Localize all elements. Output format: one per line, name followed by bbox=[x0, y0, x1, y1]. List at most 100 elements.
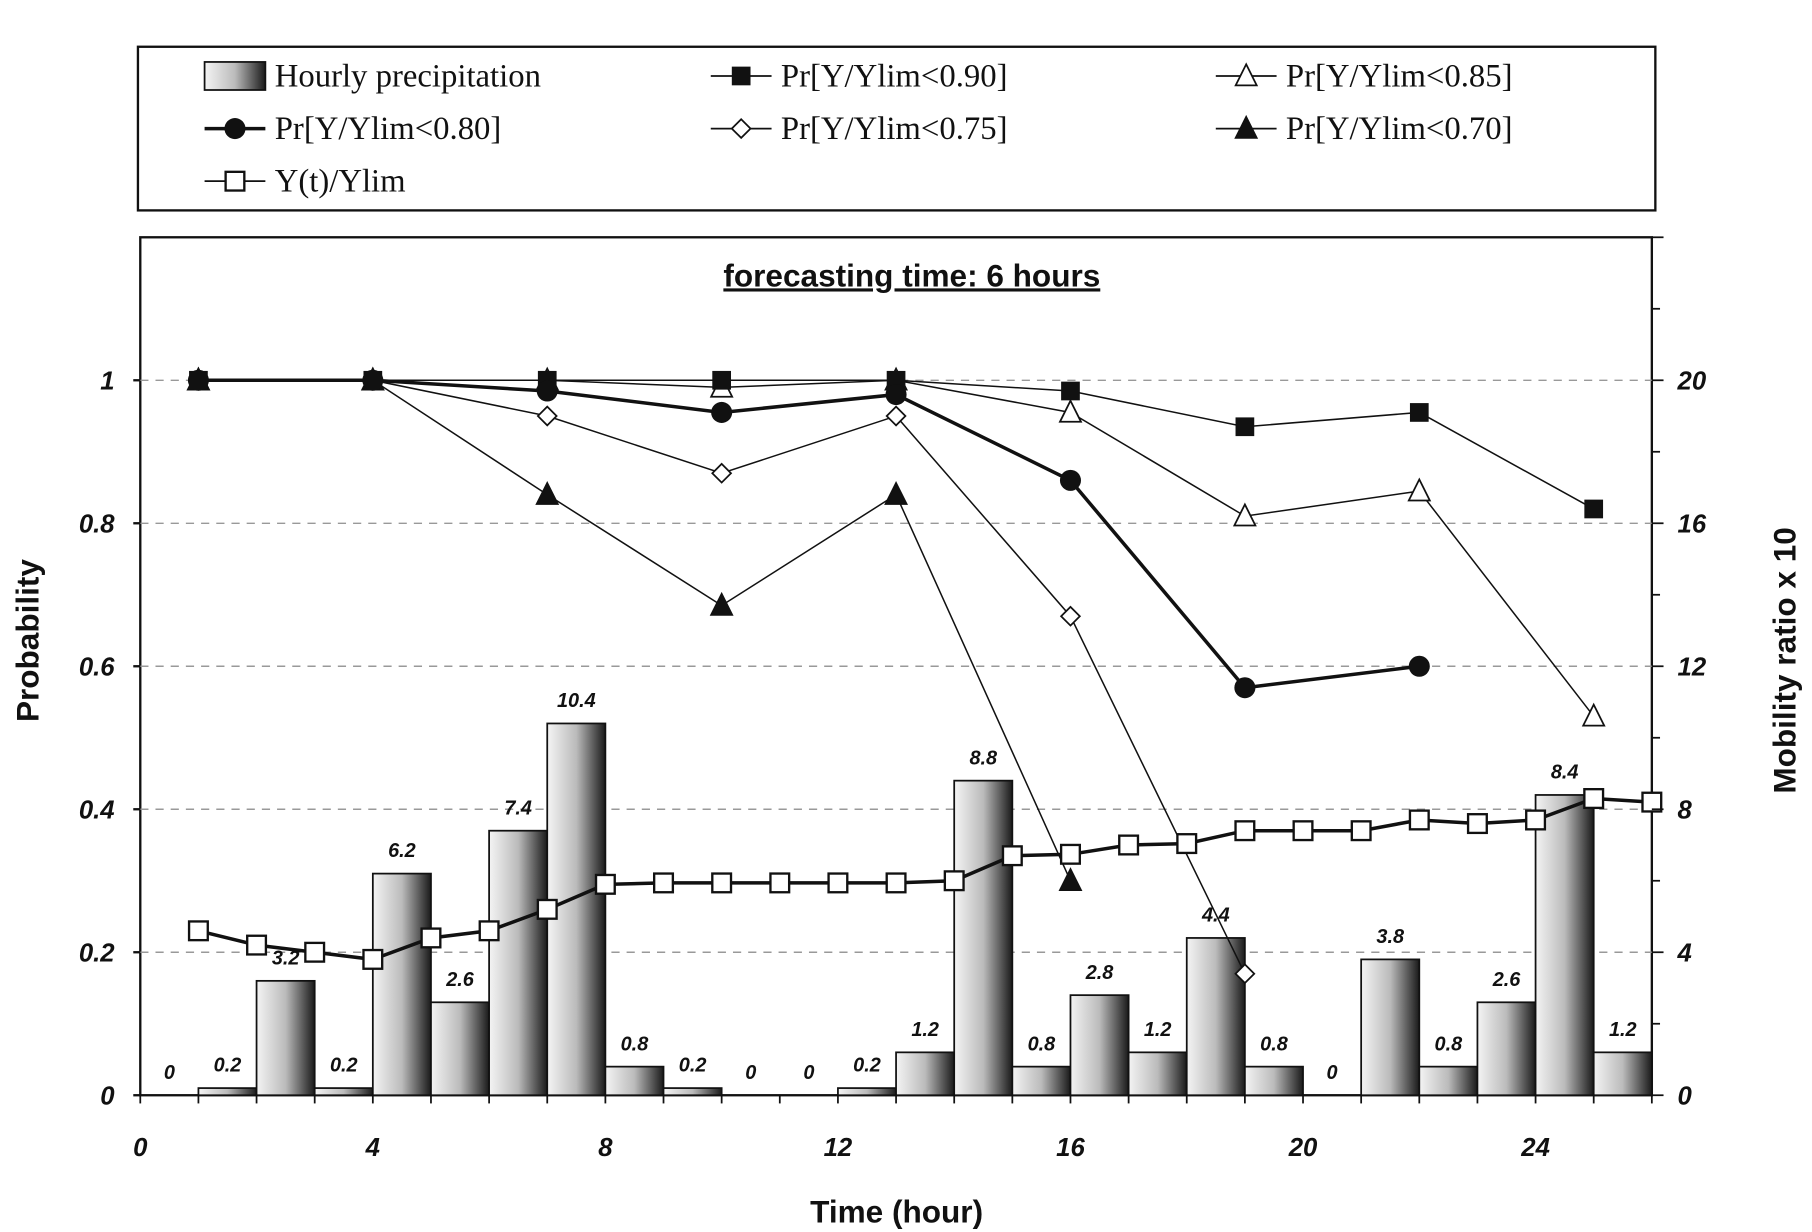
precipitation-bar bbox=[1476, 1001, 1537, 1097]
legend-entry: Pr[Y/Ylim<0.75] bbox=[781, 111, 1008, 147]
legend-marker bbox=[1234, 62, 1259, 87]
precipitation-bar bbox=[255, 979, 316, 1097]
precipitation-bar bbox=[662, 1087, 723, 1097]
legend-marker bbox=[1234, 114, 1259, 139]
legend-marker bbox=[731, 66, 751, 86]
data-point bbox=[420, 927, 442, 949]
precipitation-bar bbox=[430, 1001, 490, 1097]
x-tick-label: 8 bbox=[598, 1134, 613, 1162]
bar-data-label: 0 bbox=[1327, 1062, 1338, 1084]
data-point bbox=[1292, 820, 1314, 842]
precipitation-bar bbox=[1592, 1051, 1653, 1097]
data-point bbox=[712, 370, 732, 390]
data-point bbox=[1234, 963, 1256, 985]
data-point bbox=[536, 380, 558, 402]
data-point bbox=[827, 872, 849, 894]
bar-data-label: 0 bbox=[803, 1062, 814, 1084]
bar-data-label: 1.2 bbox=[911, 1019, 939, 1041]
data-point bbox=[1058, 398, 1083, 423]
bar-data-label: 8.4 bbox=[1551, 762, 1579, 784]
legend-box bbox=[136, 45, 1657, 212]
precipitation-bar bbox=[604, 1065, 665, 1097]
x-tick-label: 20 bbox=[1288, 1134, 1318, 1162]
data-point bbox=[1525, 809, 1547, 831]
precipitation-bar bbox=[197, 1087, 258, 1097]
data-point bbox=[1059, 469, 1081, 491]
precipitation-bar bbox=[953, 779, 1014, 1097]
data-point bbox=[536, 405, 558, 427]
data-point bbox=[362, 369, 384, 391]
bar-data-label: 0.8 bbox=[1028, 1033, 1057, 1055]
series-line bbox=[198, 379, 1072, 882]
data-point bbox=[1059, 605, 1082, 627]
data-point bbox=[711, 462, 733, 484]
data-point bbox=[362, 948, 384, 970]
legend: Hourly precipitation Pr[Y/Ylim<0.90] Pr[Y/… bbox=[203, 58, 1513, 200]
y2-tick-label: 0 bbox=[1678, 1083, 1693, 1111]
data-point bbox=[1058, 867, 1083, 891]
data-point bbox=[1407, 477, 1432, 502]
legend-marker bbox=[730, 117, 752, 140]
data-point bbox=[594, 873, 616, 895]
x-tick-label: 12 bbox=[824, 1134, 853, 1162]
data-point bbox=[1232, 502, 1257, 527]
data-point bbox=[1584, 499, 1604, 519]
data-point bbox=[1059, 843, 1081, 865]
data-point bbox=[1234, 677, 1256, 699]
x-axis-label: Time (hour) bbox=[810, 1194, 983, 1230]
data-point bbox=[886, 370, 906, 390]
legend-marker bbox=[224, 170, 246, 192]
data-point bbox=[885, 405, 907, 427]
bar-data-label: 0.8 bbox=[621, 1033, 650, 1055]
y-tick-label: 0.8 bbox=[79, 511, 115, 539]
bar-data-label: 7.4 bbox=[504, 797, 532, 819]
y-axis-label: Probability bbox=[10, 559, 46, 722]
bar-data-label: 0.2 bbox=[330, 1055, 358, 1077]
legend-entry: Y(t)/Ylim bbox=[275, 164, 406, 200]
data-point bbox=[1235, 417, 1255, 437]
precipitation-bar bbox=[1127, 1051, 1188, 1097]
data-point bbox=[246, 934, 268, 956]
y2-tick-label: 4 bbox=[1677, 940, 1692, 968]
series-line bbox=[198, 378, 1420, 690]
x-tick-label: 24 bbox=[1520, 1134, 1550, 1162]
precipitation-bar bbox=[1069, 994, 1130, 1097]
bar-data-label: 10.4 bbox=[557, 690, 596, 712]
bar-data-label: 0.2 bbox=[214, 1055, 242, 1077]
bar-data-label: 8.8 bbox=[969, 747, 998, 769]
precipitation-bar bbox=[313, 1087, 374, 1097]
data-point bbox=[1408, 809, 1430, 831]
bar-data-label: 0.2 bbox=[679, 1055, 707, 1077]
data-point bbox=[1176, 833, 1198, 855]
bar-data-label: 1.2 bbox=[1144, 1019, 1172, 1041]
y2-tick-label: 12 bbox=[1678, 654, 1707, 682]
legend-entry: Pr[Y/Ylim<0.85] bbox=[1286, 58, 1513, 94]
data-point bbox=[1118, 834, 1140, 856]
bar-data-label: 2.8 bbox=[1085, 962, 1115, 984]
data-point bbox=[885, 384, 907, 406]
bar-data-label: 4.4 bbox=[1201, 905, 1230, 927]
precipitation-bar bbox=[1418, 1065, 1479, 1097]
legend-entry: Hourly precipitation bbox=[275, 58, 541, 94]
bar-data-label: 0 bbox=[164, 1062, 175, 1084]
precipitation-bar bbox=[1011, 1065, 1072, 1097]
data-point bbox=[1001, 845, 1023, 867]
y-tick-label: 1 bbox=[100, 368, 114, 396]
legend-entry: Pr[Y/Ylim<0.90] bbox=[781, 58, 1008, 94]
y2-tick-label: 8 bbox=[1678, 797, 1693, 825]
data-point bbox=[709, 591, 734, 616]
data-point bbox=[1581, 702, 1606, 727]
bar-data-label: 1.2 bbox=[1609, 1019, 1637, 1041]
data-point bbox=[711, 401, 733, 423]
data-point bbox=[1466, 813, 1488, 835]
precipitation-bar bbox=[837, 1087, 897, 1097]
x-tick-label: 0 bbox=[133, 1134, 148, 1162]
bar-data-label: 0.8 bbox=[1435, 1033, 1464, 1055]
chart-title: forecasting time: 6 hours bbox=[723, 257, 1100, 293]
bar-data-label: 0.2 bbox=[853, 1055, 881, 1077]
data-point bbox=[884, 481, 909, 505]
bar-data-label: 6.2 bbox=[388, 840, 416, 862]
legend-swatch bbox=[203, 61, 267, 91]
data-point bbox=[711, 872, 733, 894]
